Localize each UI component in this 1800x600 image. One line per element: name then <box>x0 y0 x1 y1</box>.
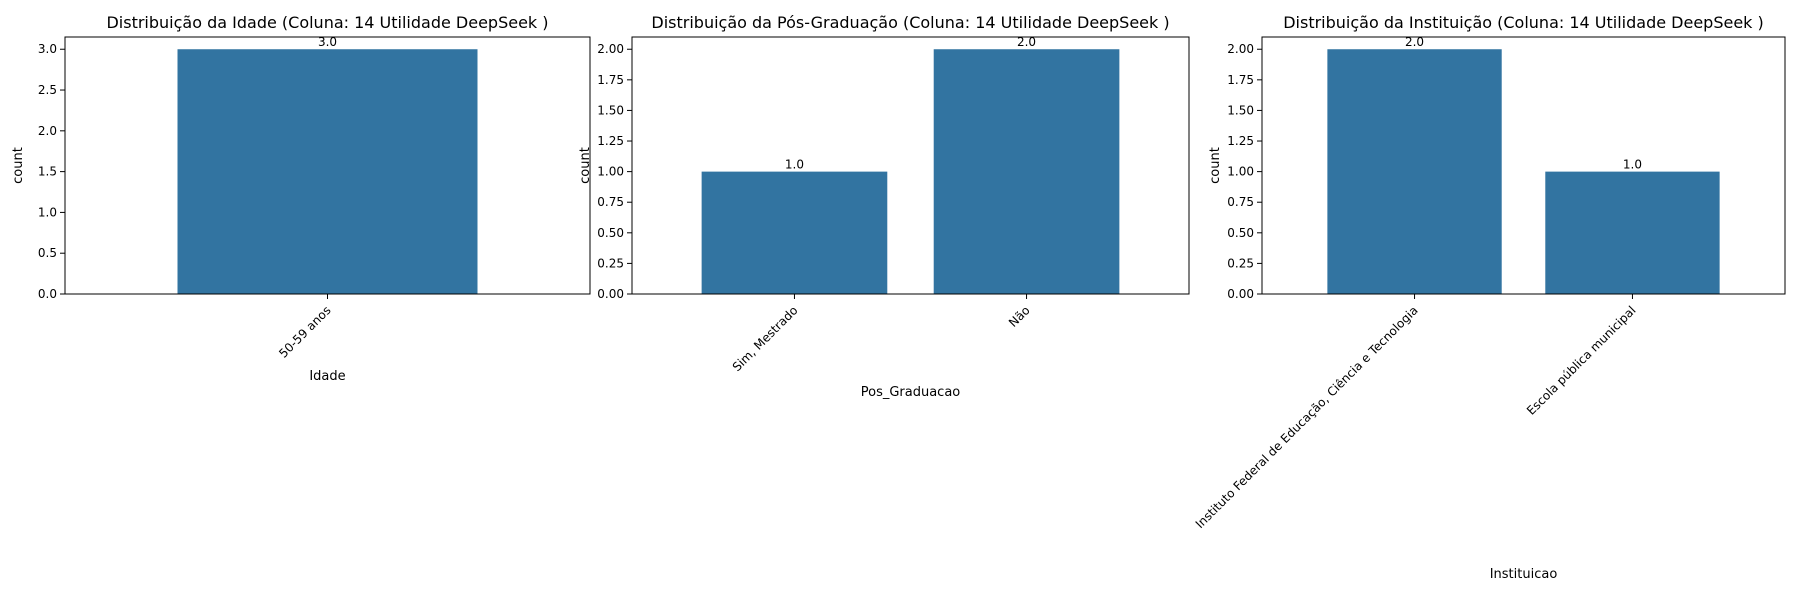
bar <box>177 49 478 294</box>
y-tick-label: 1.5 <box>38 165 57 179</box>
x-axis-label: Instituicao <box>1490 567 1558 582</box>
y-tick-label: 0.25 <box>1227 256 1254 270</box>
y-tick-label: 0.00 <box>1227 287 1254 301</box>
y-tick-label: 0.0 <box>38 287 57 301</box>
y-tick-label: 2.00 <box>1227 42 1254 56</box>
y-tick-label: 0.50 <box>1227 226 1254 240</box>
bar-value-label: 2.0 <box>1017 35 1036 49</box>
y-tick-label: 0.00 <box>597 287 624 301</box>
y-tick-label: 0.5 <box>38 246 57 260</box>
plot-frame <box>631 36 1190 295</box>
chart-title: Distribuição da Instituição (Coluna: 14 … <box>1283 13 1764 32</box>
y-tick-label: 1.50 <box>1227 103 1254 117</box>
plot-frame <box>1261 36 1786 295</box>
subplot-2: Distribuição da Pós-Graduação (Coluna: 1… <box>578 13 1190 400</box>
y-axis-label: count <box>578 147 593 184</box>
subplot-3: Distribuição da Instituição (Coluna: 14 … <box>1193 13 1786 582</box>
x-tick-label: Não <box>1006 303 1033 330</box>
bar-value-label: 2.0 <box>1405 35 1424 49</box>
x-tick-label: Instituto Federal de Educação, Ciência e… <box>1193 303 1421 531</box>
x-tick-label: Escola pública municipal <box>1524 303 1639 418</box>
y-tick-label: 1.75 <box>1227 73 1254 87</box>
x-tick-label: 50-59 anos <box>276 303 333 360</box>
y-tick-label: 0.75 <box>597 195 624 209</box>
y-tick-label: 1.50 <box>597 103 624 117</box>
y-tick-label: 1.00 <box>597 165 624 179</box>
x-axis-label: Pos_Graduacao <box>861 385 961 400</box>
bar-value-label: 3.0 <box>318 35 337 49</box>
y-tick-label: 0.25 <box>597 256 624 270</box>
y-tick-label: 0.75 <box>1227 195 1254 209</box>
bar <box>933 49 1120 294</box>
bar-value-label: 1.0 <box>1623 158 1642 172</box>
y-tick-label: 0.50 <box>597 226 624 240</box>
y-tick-label: 1.25 <box>597 134 624 148</box>
bar <box>701 171 888 294</box>
y-tick-label: 1.0 <box>38 205 57 219</box>
plot-frame <box>64 36 591 295</box>
y-tick-label: 1.00 <box>1227 165 1254 179</box>
x-tick-label: Sim, Mestrado <box>730 303 801 374</box>
subplot-1: Distribuição da Idade (Coluna: 14 Utilid… <box>11 13 591 384</box>
chart-title: Distribuição da Pós-Graduação (Coluna: 1… <box>651 13 1169 32</box>
y-tick-label: 1.25 <box>1227 134 1254 148</box>
y-tick-label: 2.00 <box>597 42 624 56</box>
chart-title: Distribuição da Idade (Coluna: 14 Utilid… <box>106 13 548 32</box>
bar <box>1545 171 1720 294</box>
x-axis-label: Idade <box>309 369 345 384</box>
y-tick-label: 1.75 <box>597 73 624 87</box>
y-axis-label: count <box>11 147 26 184</box>
y-tick-label: 2.0 <box>38 124 57 138</box>
y-axis-label: count <box>1208 147 1223 184</box>
bar-value-label: 1.0 <box>785 158 804 172</box>
y-tick-label: 2.5 <box>38 83 57 97</box>
y-tick-label: 3.0 <box>38 42 57 56</box>
bar <box>1327 49 1502 294</box>
